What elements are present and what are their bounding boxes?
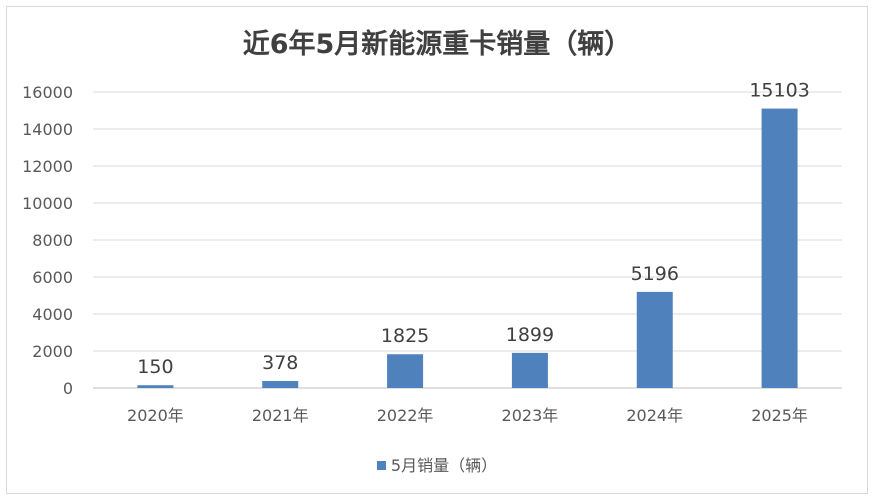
x-tick-label: 2024年 [626, 406, 683, 425]
y-tick-label: 0 [63, 379, 73, 398]
x-tick-label: 2022年 [377, 406, 434, 425]
x-tick-label: 2021年 [252, 406, 309, 425]
y-tick-label: 14000 [22, 120, 73, 139]
bar [262, 381, 299, 388]
gridlines [93, 91, 842, 389]
data-labels: 150 378 1825 1899 5196 15103 [137, 80, 810, 379]
data-label: 150 [137, 356, 173, 378]
x-tick-label: 2020年 [127, 406, 184, 425]
bar [137, 385, 174, 388]
x-axis-ticks: 2020年 2021年 2022年 2023年 2024年 2025年 [127, 406, 808, 425]
legend-swatch [376, 461, 386, 470]
y-tick-label: 8000 [32, 231, 73, 250]
chart-frame [6, 6, 868, 494]
y-tick-label: 4000 [32, 305, 73, 324]
data-label: 5196 [631, 263, 679, 285]
legend-label: 5月销量（辆） [390, 456, 498, 475]
bar [761, 108, 798, 389]
bar [636, 291, 673, 388]
y-tick-label: 16000 [22, 83, 73, 102]
bars [137, 108, 798, 389]
y-tick-label: 10000 [22, 194, 73, 213]
y-axis-ticks: 0 2000 4000 6000 8000 10000 12000 14000 16000 [22, 83, 73, 398]
bar [387, 354, 424, 388]
legend: 5月销量（辆） [0, 452, 874, 476]
y-tick-label: 2000 [32, 342, 73, 361]
data-label: 1825 [381, 325, 429, 347]
data-label: 15103 [749, 80, 809, 102]
y-tick-label: 6000 [32, 268, 73, 287]
chart-title: 近6年5月新能源重卡销量（辆） [242, 29, 632, 60]
x-tick-label: 2023年 [502, 406, 559, 425]
data-label: 378 [262, 352, 298, 374]
data-label: 1899 [506, 324, 554, 346]
bar [511, 352, 548, 388]
y-tick-label: 12000 [22, 157, 73, 176]
x-tick-label: 2025年 [751, 406, 808, 425]
